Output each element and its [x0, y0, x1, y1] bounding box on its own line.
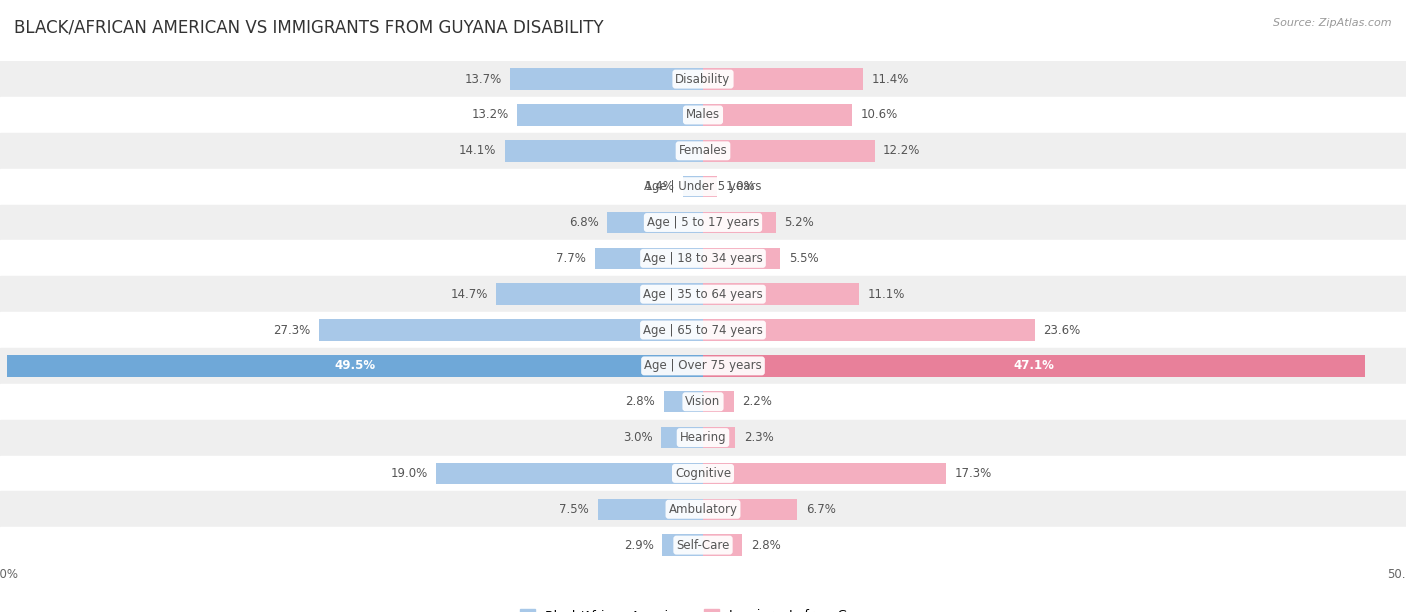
- Text: 1.0%: 1.0%: [725, 180, 755, 193]
- Text: 13.2%: 13.2%: [472, 108, 509, 121]
- Bar: [703, 463, 946, 484]
- Bar: [0, 133, 1406, 169]
- Bar: [319, 319, 703, 341]
- Text: 7.7%: 7.7%: [557, 252, 586, 265]
- Bar: [0, 312, 1406, 348]
- Bar: [703, 140, 875, 162]
- Text: 17.3%: 17.3%: [955, 467, 991, 480]
- Bar: [703, 499, 797, 520]
- Text: 11.1%: 11.1%: [868, 288, 905, 300]
- Text: Cognitive: Cognitive: [675, 467, 731, 480]
- Bar: [0, 491, 1406, 527]
- Text: 10.6%: 10.6%: [860, 108, 897, 121]
- Text: Source: ZipAtlas.com: Source: ZipAtlas.com: [1274, 18, 1392, 28]
- Bar: [703, 355, 1365, 376]
- Bar: [0, 455, 1406, 491]
- Bar: [0, 527, 1406, 563]
- Bar: [703, 534, 742, 556]
- Text: Age | 35 to 64 years: Age | 35 to 64 years: [643, 288, 763, 300]
- Text: Age | 5 to 17 years: Age | 5 to 17 years: [647, 216, 759, 229]
- Bar: [0, 204, 1406, 241]
- Text: Age | 65 to 74 years: Age | 65 to 74 years: [643, 324, 763, 337]
- Text: Hearing: Hearing: [679, 431, 727, 444]
- Text: 1.4%: 1.4%: [645, 180, 675, 193]
- Text: 47.1%: 47.1%: [1014, 359, 1054, 372]
- Bar: [703, 212, 776, 233]
- Bar: [703, 104, 852, 125]
- Text: 13.7%: 13.7%: [465, 73, 502, 86]
- Text: Females: Females: [679, 144, 727, 157]
- Text: 2.3%: 2.3%: [744, 431, 773, 444]
- Text: 14.7%: 14.7%: [450, 288, 488, 300]
- Text: 5.2%: 5.2%: [785, 216, 814, 229]
- Text: 49.5%: 49.5%: [335, 359, 375, 372]
- Text: 2.8%: 2.8%: [751, 539, 780, 551]
- Bar: [517, 104, 703, 125]
- Bar: [703, 69, 863, 90]
- Text: Vision: Vision: [685, 395, 721, 408]
- Text: 2.2%: 2.2%: [742, 395, 772, 408]
- Text: 12.2%: 12.2%: [883, 144, 921, 157]
- Text: 19.0%: 19.0%: [391, 467, 427, 480]
- Text: 11.4%: 11.4%: [872, 73, 910, 86]
- Bar: [595, 248, 703, 269]
- Bar: [662, 534, 703, 556]
- Text: 5.5%: 5.5%: [789, 252, 818, 265]
- Bar: [598, 499, 703, 520]
- Bar: [703, 319, 1035, 341]
- Text: 14.1%: 14.1%: [458, 144, 496, 157]
- Bar: [436, 463, 703, 484]
- Bar: [703, 283, 859, 305]
- Bar: [505, 140, 703, 162]
- Bar: [683, 176, 703, 198]
- Text: 27.3%: 27.3%: [274, 324, 311, 337]
- Text: BLACK/AFRICAN AMERICAN VS IMMIGRANTS FROM GUYANA DISABILITY: BLACK/AFRICAN AMERICAN VS IMMIGRANTS FRO…: [14, 18, 603, 36]
- Text: 2.8%: 2.8%: [626, 395, 655, 408]
- Bar: [0, 169, 1406, 204]
- Bar: [703, 248, 780, 269]
- Text: 6.7%: 6.7%: [806, 503, 835, 516]
- Bar: [703, 391, 734, 412]
- Bar: [661, 427, 703, 449]
- Text: 3.0%: 3.0%: [623, 431, 652, 444]
- Text: 6.8%: 6.8%: [569, 216, 599, 229]
- Text: Self-Care: Self-Care: [676, 539, 730, 551]
- Bar: [496, 283, 703, 305]
- Bar: [703, 176, 717, 198]
- Bar: [0, 384, 1406, 420]
- Bar: [664, 391, 703, 412]
- Text: Age | 18 to 34 years: Age | 18 to 34 years: [643, 252, 763, 265]
- Text: Disability: Disability: [675, 73, 731, 86]
- Bar: [0, 97, 1406, 133]
- Legend: Black/African American, Immigrants from Guyana: Black/African American, Immigrants from …: [520, 609, 886, 612]
- Bar: [7, 355, 703, 376]
- Bar: [510, 69, 703, 90]
- Text: 23.6%: 23.6%: [1043, 324, 1080, 337]
- Text: Age | Over 75 years: Age | Over 75 years: [644, 359, 762, 372]
- Text: Age | Under 5 years: Age | Under 5 years: [644, 180, 762, 193]
- Text: Males: Males: [686, 108, 720, 121]
- Text: 7.5%: 7.5%: [560, 503, 589, 516]
- Bar: [0, 61, 1406, 97]
- Bar: [0, 348, 1406, 384]
- Text: Ambulatory: Ambulatory: [668, 503, 738, 516]
- Bar: [607, 212, 703, 233]
- Bar: [0, 276, 1406, 312]
- Bar: [0, 241, 1406, 276]
- Bar: [0, 420, 1406, 455]
- Text: 2.9%: 2.9%: [624, 539, 654, 551]
- Bar: [703, 427, 735, 449]
